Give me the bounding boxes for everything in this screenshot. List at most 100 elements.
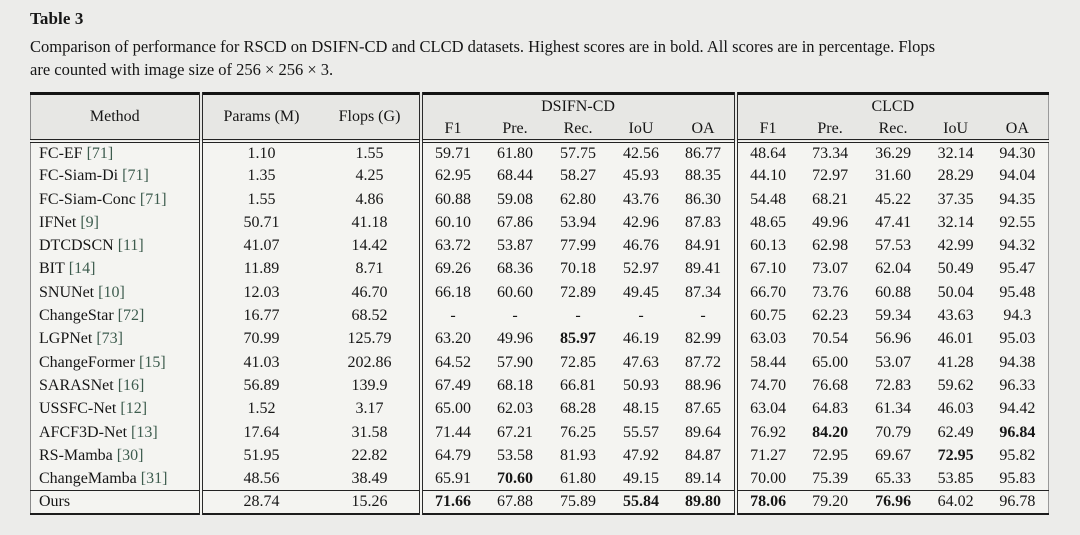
clcd-pre-value: 65.00: [812, 353, 849, 371]
col-header-dsifn-pre: Pre.: [502, 120, 528, 138]
params-value: 70.99: [198, 327, 321, 352]
citation-link[interactable]: [12]: [120, 400, 148, 418]
col-header-params: Params (M): [198, 93, 321, 142]
dsifn-f1-value: 63.72: [418, 234, 484, 258]
params-value: 41.07: [198, 234, 321, 258]
clcd-pre-value: 79.20: [798, 490, 862, 515]
dsifn-iou-value: -: [638, 307, 644, 325]
clcd-f1-value: 63.03: [733, 327, 799, 352]
dsifn-pre-value: 57.90: [497, 353, 533, 371]
table-row: LGPNet [73] 70.99 125.79 63.20 49.96 85.9…: [31, 327, 1049, 352]
col-header-clcd-oa: OA: [1005, 120, 1029, 138]
citation-link[interactable]: [15]: [138, 353, 166, 371]
clcd-pre-value: 73.34: [798, 139, 862, 165]
flops-value: 15.26: [320, 490, 421, 515]
group-header-clcd: CLCD: [733, 93, 1049, 120]
citation-link[interactable]: [14]: [68, 260, 96, 278]
citation-link[interactable]: [73]: [96, 330, 123, 348]
clcd-oa-value: 95.03: [999, 330, 1036, 348]
dsifn-iou-value: 49.45: [623, 283, 659, 301]
dsifn-oa-value: 87.72: [685, 353, 722, 371]
dsifn-f1-value: 66.18: [418, 281, 484, 305]
dsifn-f1-value: 59.71: [418, 139, 484, 165]
clcd-iou-value: 32.14: [937, 213, 974, 231]
params-value: 16.77: [198, 304, 321, 328]
dsifn-iou-value: 48.15: [623, 400, 659, 418]
dsifn-iou-value: 52.97: [623, 260, 659, 278]
dsifn-pre-value: 70.60: [497, 469, 533, 487]
dsifn-f1-value: 63.20: [418, 327, 484, 352]
method-name: ChangeMamba: [39, 469, 137, 487]
method-name: ChangeStar: [39, 307, 114, 325]
dsifn-pre-value: 53.87: [497, 237, 533, 255]
clcd-rec-value: 70.79: [875, 423, 912, 441]
flops-value: 4.25: [355, 167, 384, 185]
clcd-oa-value: 94.3: [1003, 307, 1032, 325]
dsifn-oa-value: 86.77: [672, 139, 736, 165]
dsifn-iou-value: 47.92: [623, 446, 659, 464]
table-body: FC-EF [71] 1.10 1.55 59.71 61.80 57.75 42…: [30, 139, 1049, 515]
citation-link[interactable]: [10]: [98, 283, 125, 301]
clcd-pre-value: 68.21: [812, 190, 849, 208]
clcd-rec-value: 69.67: [875, 446, 912, 464]
flops-value: 46.70: [351, 283, 388, 301]
clcd-iou-value: 59.62: [937, 376, 974, 394]
params-value: 11.89: [198, 257, 321, 282]
clcd-f1-value: 48.65: [733, 211, 799, 235]
col-header-dsifn-oa: OA: [691, 120, 715, 138]
clcd-f1-value: 78.06: [733, 490, 799, 515]
citation-link[interactable]: [13]: [131, 423, 158, 441]
clcd-iou-value: 50.49: [937, 260, 974, 278]
dsifn-pre-value: -: [512, 307, 518, 325]
citation-link[interactable]: [16]: [117, 376, 145, 394]
citation-link[interactable]: [72]: [117, 307, 145, 325]
header-group-row: Method Params (M) Flops (G) DSIFN-CD CLC…: [31, 93, 1049, 142]
citation-link[interactable]: [31]: [140, 469, 168, 487]
col-header-dsifn-f1: F1: [418, 119, 484, 142]
flops-value: 139.9: [351, 376, 388, 394]
method-name: FC-Siam-Di: [39, 167, 119, 185]
table-header: Method Params (M) Flops (G) DSIFN-CD CLC…: [30, 93, 1049, 142]
method-name: AFCF3D-Net: [39, 423, 128, 441]
dsifn-iou-value: 49.15: [623, 469, 659, 487]
dsifn-pre-value: 53.58: [497, 446, 533, 464]
caption-line-1: Comparison of performance for RSCD on DS…: [30, 37, 936, 56]
col-header-clcd-iou: IoU: [943, 120, 968, 138]
clcd-rec-value: 56.96: [875, 330, 912, 348]
dsifn-oa-value: 86.30: [685, 190, 722, 208]
clcd-iou-value: 53.85: [937, 469, 974, 487]
clcd-iou-value: 42.99: [937, 237, 974, 255]
citation-link[interactable]: [30]: [116, 446, 144, 464]
params-value: 1.35: [198, 164, 321, 188]
dsifn-pre-value: 68.44: [497, 167, 533, 185]
flops-value: 125.79: [347, 330, 392, 348]
dsifn-iou-value: 50.93: [623, 376, 659, 394]
citation-link[interactable]: [71]: [139, 190, 167, 208]
clcd-pre-value: 72.97: [812, 167, 849, 185]
dsifn-iou-value: 42.96: [623, 213, 659, 231]
header-metric-row: F1 Pre. Rec. IoU OA F1 Pre. Rec. IoU OA: [31, 119, 1049, 142]
flops-value: 1.55: [320, 139, 421, 165]
dsifn-pre-value: 62.03: [497, 400, 533, 418]
citation-link[interactable]: [9]: [80, 213, 99, 231]
clcd-iou-value: 72.95: [937, 446, 974, 464]
dsifn-rec-value: 72.85: [560, 353, 596, 371]
clcd-rec-value: 76.96: [861, 490, 925, 515]
params-value: 41.03: [198, 351, 321, 375]
dsifn-rec-value: 57.75: [546, 139, 610, 165]
dsifn-f1-value: 65.91: [418, 467, 484, 491]
dsifn-rec-value: 66.81: [560, 376, 596, 394]
dsifn-oa-value: 87.34: [685, 283, 722, 301]
dsifn-pre-value: 68.18: [497, 376, 533, 394]
params-value: 17.64: [198, 420, 321, 445]
clcd-f1-value: 63.04: [733, 397, 799, 421]
dsifn-iou-value: 55.84: [609, 490, 673, 515]
citation-link[interactable]: [11]: [117, 237, 144, 255]
citation-link[interactable]: [71]: [86, 144, 114, 162]
clcd-rec-value: 47.41: [875, 213, 912, 231]
flops-value: 68.52: [351, 307, 388, 325]
citation-link[interactable]: [71]: [122, 167, 149, 185]
col-header-clcd-f1: F1: [733, 119, 799, 142]
params-value: 1.55: [198, 187, 321, 212]
clcd-pre-value: 73.07: [812, 260, 849, 278]
